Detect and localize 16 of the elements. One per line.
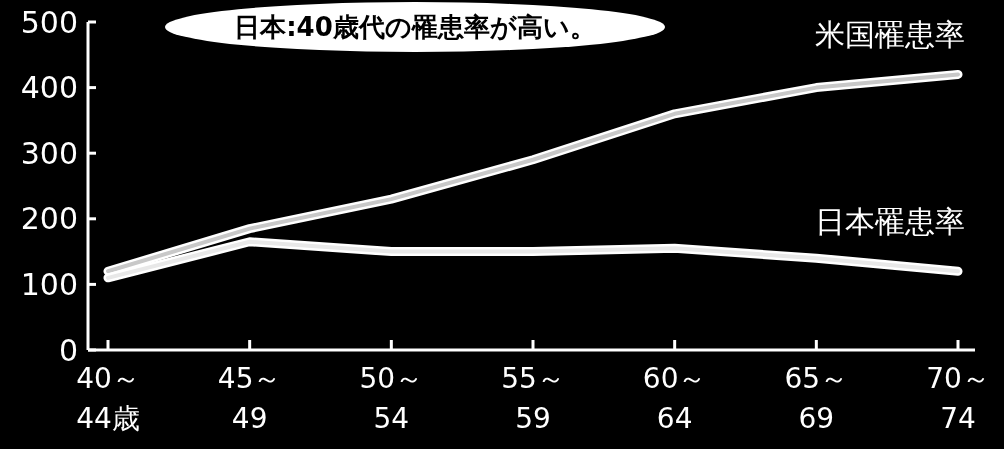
x-tick-label: 55～ 59 (501, 362, 565, 435)
x-tick-label: 40～ 44歳 (76, 362, 140, 435)
y-tick-label: 0 (58, 332, 78, 368)
y-tick-label: 400 (20, 70, 78, 106)
y-tick-label: 500 (20, 4, 78, 40)
x-tick-label: 60～ 64 (642, 362, 707, 435)
y-tick-label: 200 (20, 201, 78, 237)
x-tick-label: 70～ 74 (926, 362, 990, 435)
y-tick-label: 100 (20, 266, 78, 302)
x-tick-label: 65～ 69 (784, 362, 849, 435)
x-tick-label: 50～ 54 (359, 362, 424, 435)
x-tick-label: 45～ 49 (217, 362, 282, 435)
y-tick-label: 300 (20, 135, 78, 171)
series-label: 日本罹患率 (815, 203, 965, 239)
annotation: 日本:40歳代の罹患率が高い。 (234, 12, 596, 42)
series-label: 米国罹患率 (815, 16, 965, 52)
